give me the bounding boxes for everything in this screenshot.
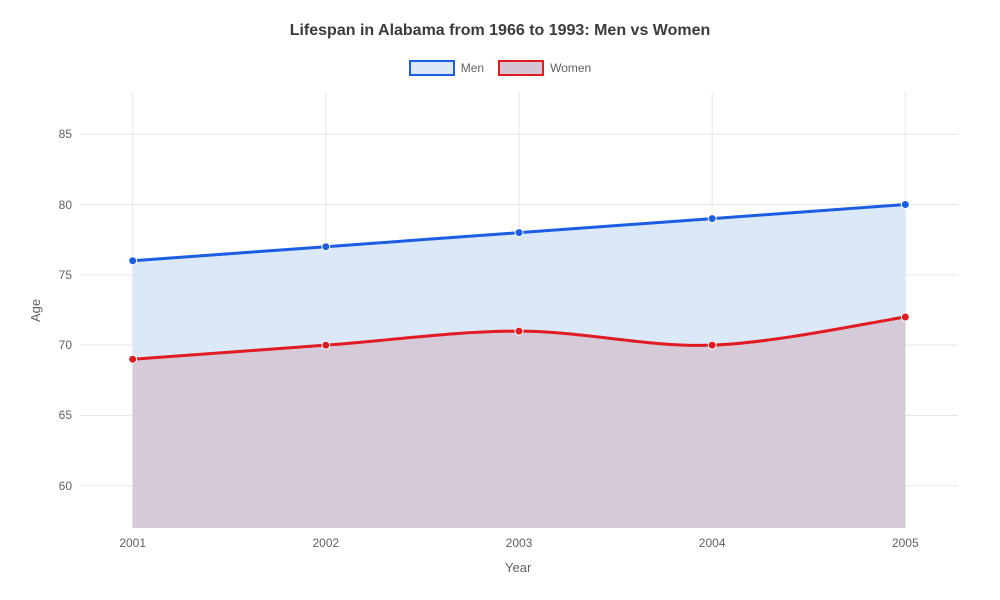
legend-swatch-women xyxy=(498,60,544,76)
x-tick: 2002 xyxy=(301,536,351,550)
x-tick: 2003 xyxy=(494,536,544,550)
legend-item-men: Men xyxy=(409,60,484,76)
chart-title: Lifespan in Alabama from 1966 to 1993: M… xyxy=(0,22,1000,40)
y-tick: 85 xyxy=(42,127,72,141)
y-axis-label: Age xyxy=(28,299,43,322)
y-tick: 75 xyxy=(42,268,72,282)
y-tick: 70 xyxy=(42,338,72,352)
legend-label-men: Men xyxy=(461,61,484,75)
x-axis-label: Year xyxy=(505,560,531,575)
x-tick: 2004 xyxy=(687,536,737,550)
legend-swatch-men xyxy=(409,60,455,76)
y-tick: 60 xyxy=(42,479,72,493)
y-tick: 80 xyxy=(42,198,72,212)
x-tick: 2005 xyxy=(880,536,930,550)
y-tick: 65 xyxy=(42,408,72,422)
legend-label-women: Women xyxy=(550,61,591,75)
legend-item-women: Women xyxy=(498,60,591,76)
legend: Men Women xyxy=(0,60,1000,76)
chart-plot xyxy=(80,92,958,528)
x-tick: 2001 xyxy=(108,536,158,550)
